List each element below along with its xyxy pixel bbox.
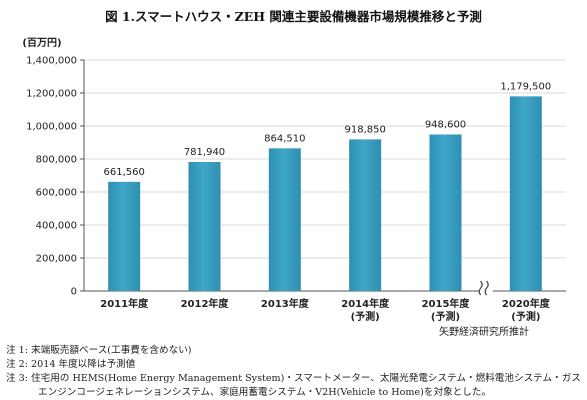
note-3-continued: エンジンコージェネレーションシステム、家庭用蓄電システム・V2H(Vehicle…	[38, 387, 492, 398]
x-tick-label: 2014年度	[341, 297, 390, 310]
source-credit: 矢野経済研究所推計	[439, 327, 529, 338]
bar	[108, 181, 141, 291]
y-tick-label: 600,000	[36, 188, 77, 199]
x-tick-sublabel: (予測)	[351, 310, 380, 323]
bar	[509, 96, 542, 291]
note-3: 注 3: 住宅用の HEMS(Home Energy Management Sy…	[6, 373, 581, 384]
bar-value-label: 918,850	[344, 124, 385, 135]
axis-break-icon	[478, 280, 489, 296]
bar	[429, 134, 462, 291]
bar	[268, 148, 301, 291]
y-axis-label: (百万円)	[22, 37, 61, 49]
note-2: 注 2: 2014 年度以降は予測値	[6, 359, 136, 370]
x-tick-label: 2011年度	[100, 297, 149, 310]
note-1: 注 1: 末端販売額ベース(工事費を含めない)	[6, 345, 192, 356]
x-tick-label: 2015年度	[422, 297, 471, 310]
bar-value-label: 864,510	[264, 133, 305, 144]
y-tick-label: 800,000	[36, 155, 77, 166]
chart-title: 図 1.スマートハウス・ZEH 関連主要設備機器市場規模推移と予測	[105, 9, 482, 24]
x-tick-sublabel: (予測)	[431, 310, 460, 323]
y-tick-label: 1,400,000	[26, 56, 77, 67]
x-tick-label: 2020年度	[502, 297, 551, 310]
y-tick-label: 400,000	[36, 221, 77, 232]
y-tick-label: 1,200,000	[26, 89, 77, 100]
bar-value-label: 781,940	[184, 147, 225, 158]
x-tick-label: 2012年度	[181, 297, 230, 310]
bar	[188, 161, 221, 291]
y-tick-label: 200,000	[36, 254, 77, 265]
x-tick-label: 2013年度	[261, 297, 310, 310]
bar-value-label: 661,560	[103, 167, 144, 178]
bar	[349, 139, 382, 291]
y-tick-label: 0	[71, 287, 77, 298]
y-tick-label: 1,000,000	[26, 122, 77, 133]
bar-value-label: 1,179,500	[500, 81, 551, 92]
x-tick-sublabel: (予測)	[511, 310, 540, 323]
bar-value-label: 948,600	[425, 119, 466, 130]
